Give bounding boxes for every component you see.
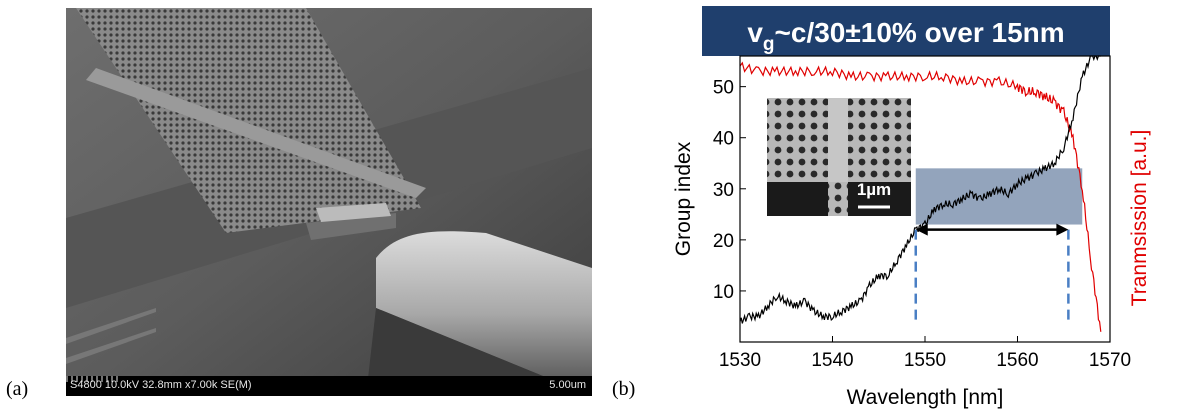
- group-index-chart: vg~c/30±10% over 15nm 1µm 1530 1540 1550 15…: [672, 6, 1151, 409]
- panel-label-b: (b): [612, 378, 636, 400]
- y-tick-label: 20: [713, 231, 734, 252]
- panel-label-a: (a): [6, 378, 29, 400]
- x-tick-label: 1560: [996, 350, 1038, 371]
- sem-micrograph: S4800 10.0kV 32.8mm x7.00k SE(M) 5.00um: [66, 8, 592, 396]
- transmission-series: [739, 61, 1102, 332]
- fiber-taper: [376, 231, 592, 396]
- x-axis-label: Wavelength [nm]: [847, 386, 1004, 409]
- x-axis: 1530 1540 1550 1560 1570: [719, 336, 1131, 371]
- sem-scale-label: 5.00um: [549, 379, 586, 391]
- y-tick-label: 50: [713, 78, 734, 99]
- y-axis-left: 10 20 30 40 50: [713, 78, 746, 303]
- shaded-band: [915, 168, 1083, 225]
- y-tick-label: 40: [713, 129, 734, 150]
- inset-scale-label: 1µm: [857, 180, 891, 199]
- y-axis-left-label: Group index: [672, 141, 695, 256]
- sem-scale-ticks: [66, 376, 118, 382]
- bandwidth-arrow: [915, 223, 1069, 236]
- chart-title: vg~c/30±10% over 15nm: [747, 17, 1064, 55]
- title-banner: vg~c/30±10% over 15nm: [702, 6, 1110, 56]
- sem-image-drawing: [66, 8, 592, 396]
- x-tick-label: 1570: [1089, 350, 1131, 371]
- waveguide: [316, 203, 391, 222]
- inset-sem-image: 1µm: [767, 98, 911, 216]
- x-tick-label: 1530: [719, 350, 761, 371]
- y-tick-label: 10: [713, 282, 734, 303]
- group-index-series: [739, 55, 1101, 324]
- sem-info-text: S4800 10.0kV 32.8mm x7.00k SE(M): [70, 379, 252, 391]
- y-axis-right-label: Tranmsission [a.u.]: [1128, 130, 1151, 307]
- x-tick-label: 1540: [811, 350, 853, 371]
- x-tick-label: 1550: [904, 350, 946, 371]
- y-tick-label: 30: [713, 180, 734, 201]
- sem-info-bar: S4800 10.0kV 32.8mm x7.00k SE(M) 5.00um: [66, 376, 592, 396]
